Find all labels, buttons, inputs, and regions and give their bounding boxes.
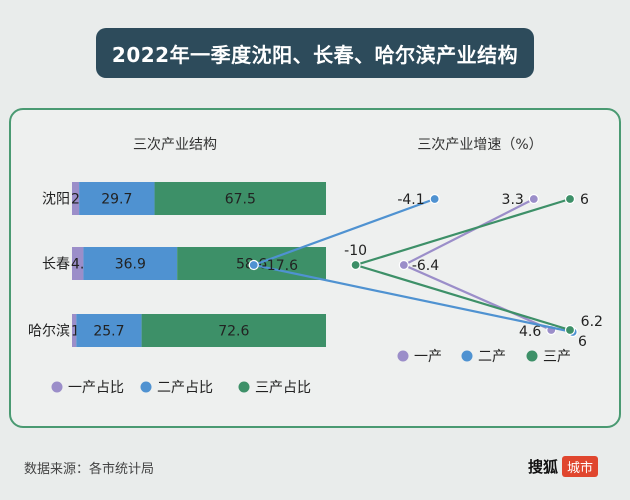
- line-point: [564, 193, 576, 205]
- legend-label: 三产占比: [255, 380, 311, 396]
- legend-label: 一产占比: [68, 380, 124, 396]
- legend-marker: [397, 350, 409, 362]
- legend-label: 三产: [543, 349, 571, 365]
- legend-marker: [140, 381, 152, 393]
- bar-category-label: 哈尔滨: [28, 324, 70, 340]
- page-title: 2022年一季度沈阳、长春、哈尔滨产业结构: [96, 28, 534, 78]
- line-data-label: -17.6: [262, 258, 298, 274]
- brand-logo: 搜狐 城市: [528, 456, 599, 477]
- line-data-label: -6.4: [412, 258, 439, 274]
- legend-label: 二产占比: [157, 380, 213, 396]
- data-source: 数据来源：各市统计局: [24, 462, 155, 477]
- line-data-label: 6: [580, 192, 589, 208]
- line-point: [350, 259, 361, 271]
- line-series: [351, 197, 571, 332]
- legend-marker: [526, 350, 538, 362]
- legend-label: 二产: [478, 349, 506, 365]
- bar-data-label: 67.5: [225, 192, 256, 208]
- bar-segment: [154, 182, 326, 215]
- line-point: [564, 324, 576, 336]
- bar-chart-title: 三次产业结构: [133, 137, 217, 153]
- line-data-label: 3.3: [502, 192, 524, 208]
- line-point: [248, 259, 259, 271]
- line-data-label: 4.6: [519, 324, 541, 340]
- bar-category-label: 沈阳: [42, 192, 70, 208]
- bar-segment: [72, 182, 80, 215]
- line-chart-title: 三次产业增速（%）: [417, 137, 542, 153]
- line-data-label: 6.2: [581, 314, 603, 330]
- bar-segment: [141, 314, 326, 347]
- brand-tag: 城市: [562, 456, 599, 477]
- brand-name: 搜狐: [528, 458, 559, 476]
- bar-segment: [76, 314, 142, 347]
- line-point: [429, 193, 440, 205]
- bar-segment: [72, 314, 77, 347]
- bar-segment: [72, 247, 84, 280]
- legend-marker: [238, 381, 250, 393]
- legend-label: 一产: [414, 349, 442, 365]
- line-data-label: -10: [344, 243, 367, 259]
- line-point: [398, 259, 409, 271]
- bar-segment: [83, 247, 178, 280]
- bar-data-label: 25.7: [93, 324, 124, 340]
- bar-data-label: 72.6: [218, 324, 249, 340]
- legend-marker: [51, 381, 63, 393]
- line-point: [528, 193, 539, 205]
- bar-category-label: 长春: [42, 257, 70, 273]
- bar-data-label: 36.9: [115, 257, 146, 273]
- bar-segment: [79, 182, 155, 215]
- line-data-label: -4.1: [397, 192, 424, 208]
- line-data-label: 6: [578, 334, 587, 350]
- bar-data-label: 29.7: [101, 192, 132, 208]
- legend-marker: [461, 350, 473, 362]
